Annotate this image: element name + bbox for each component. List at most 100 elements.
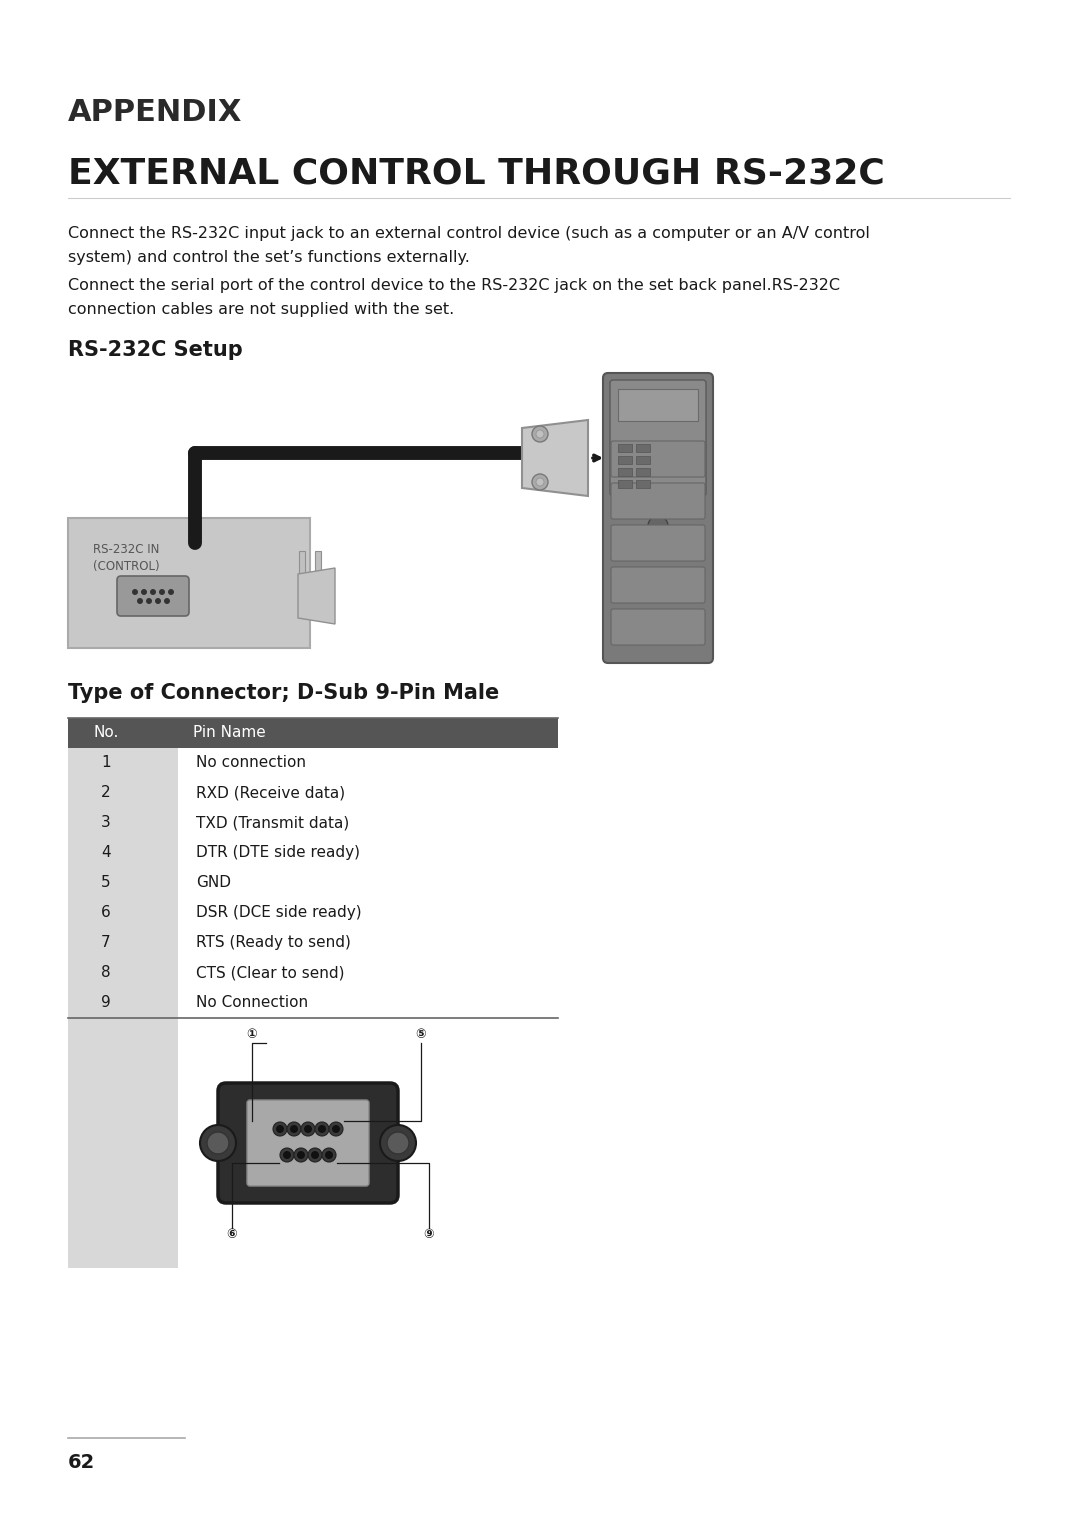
Text: EXTERNAL CONTROL THROUGH RS-232C: EXTERNAL CONTROL THROUGH RS-232C [68, 156, 885, 189]
Circle shape [301, 1122, 315, 1135]
Circle shape [329, 1122, 343, 1135]
Text: ①: ① [246, 1028, 257, 1042]
Circle shape [283, 1151, 291, 1160]
Circle shape [287, 1122, 301, 1135]
Circle shape [207, 1132, 229, 1154]
Bar [178, 778, 558, 808]
Text: 9: 9 [102, 995, 111, 1010]
Circle shape [536, 478, 544, 486]
FancyBboxPatch shape [247, 1100, 369, 1186]
Bar [68, 837, 178, 868]
Circle shape [164, 597, 170, 604]
Text: RS-232C IN: RS-232C IN [93, 542, 160, 556]
Text: Connect the serial port of the control device to the RS-232C jack on the set bac: Connect the serial port of the control d… [68, 278, 840, 293]
Circle shape [280, 1148, 294, 1161]
Text: system) and control the set’s functions externally.: system) and control the set’s functions … [68, 251, 470, 264]
Text: ⑤: ⑤ [416, 1028, 427, 1042]
Circle shape [332, 1125, 340, 1132]
Circle shape [294, 1148, 308, 1161]
Circle shape [132, 588, 138, 594]
Circle shape [536, 429, 544, 439]
Bar [618, 390, 698, 422]
Circle shape [156, 597, 161, 604]
FancyBboxPatch shape [610, 380, 706, 497]
Bar [618, 468, 632, 477]
Circle shape [291, 1125, 298, 1132]
Text: 8: 8 [102, 966, 111, 979]
Circle shape [532, 426, 548, 442]
Text: 7: 7 [102, 935, 111, 950]
Bar [68, 927, 178, 958]
Circle shape [141, 588, 147, 594]
Circle shape [648, 516, 669, 536]
Text: No connection: No connection [195, 755, 306, 770]
Circle shape [168, 588, 174, 594]
Circle shape [303, 1125, 312, 1132]
Circle shape [146, 597, 152, 604]
Bar [618, 480, 632, 487]
Text: RXD (Receive data): RXD (Receive data) [195, 785, 346, 801]
Text: No Connection: No Connection [195, 995, 308, 1010]
Bar [178, 837, 558, 868]
Text: CTS (Clear to send): CTS (Clear to send) [195, 966, 345, 979]
Bar [636, 455, 650, 465]
FancyBboxPatch shape [611, 526, 705, 561]
Text: RS-232C Setup: RS-232C Setup [68, 341, 243, 361]
Polygon shape [522, 420, 588, 497]
Circle shape [200, 1125, 237, 1161]
Bar [178, 989, 558, 1018]
Bar [618, 497, 698, 506]
Text: Pin Name: Pin Name [193, 724, 266, 740]
Bar [636, 445, 650, 452]
Circle shape [380, 1125, 416, 1161]
Bar [618, 445, 632, 452]
Text: 6: 6 [102, 905, 111, 920]
Bar [68, 808, 178, 837]
Circle shape [297, 1151, 305, 1160]
Text: ⑨: ⑨ [423, 1229, 434, 1241]
Text: Connect the RS-232C input jack to an external control device (such as a computer: Connect the RS-232C input jack to an ext… [68, 226, 869, 241]
Bar [68, 778, 178, 808]
Circle shape [325, 1151, 333, 1160]
Text: ⑥: ⑥ [227, 1229, 238, 1241]
Circle shape [276, 1125, 284, 1132]
Text: connection cables are not supplied with the set.: connection cables are not supplied with … [68, 303, 455, 316]
Bar [68, 749, 178, 778]
Polygon shape [298, 568, 335, 623]
FancyBboxPatch shape [117, 576, 189, 616]
Text: APPENDIX: APPENDIX [68, 98, 242, 127]
Text: DTR (DTE side ready): DTR (DTE side ready) [195, 845, 360, 860]
Text: DSR (DCE side ready): DSR (DCE side ready) [195, 905, 362, 920]
Text: No.: No. [93, 724, 119, 740]
Bar [178, 958, 558, 989]
Bar [315, 552, 321, 601]
Bar [68, 958, 178, 989]
Circle shape [308, 1148, 322, 1161]
FancyBboxPatch shape [611, 483, 705, 520]
FancyBboxPatch shape [218, 1083, 399, 1203]
Circle shape [387, 1132, 409, 1154]
Text: 3B: 3B [623, 391, 642, 403]
Bar [178, 927, 558, 958]
Circle shape [532, 474, 548, 490]
Bar [636, 468, 650, 477]
Bar [68, 898, 178, 927]
Circle shape [137, 597, 143, 604]
Circle shape [311, 1151, 319, 1160]
Bar [68, 1018, 178, 1268]
Circle shape [315, 1122, 329, 1135]
Text: 3: 3 [102, 814, 111, 830]
Bar [68, 718, 558, 749]
Bar [178, 808, 558, 837]
Text: RTS (Ready to send): RTS (Ready to send) [195, 935, 351, 950]
Circle shape [159, 588, 165, 594]
Circle shape [318, 1125, 326, 1132]
FancyBboxPatch shape [611, 610, 705, 645]
Circle shape [322, 1148, 336, 1161]
Text: 4: 4 [102, 845, 111, 860]
Bar [636, 480, 650, 487]
Text: TXD (Transmit data): TXD (Transmit data) [195, 814, 349, 830]
Text: GND: GND [195, 876, 231, 889]
Bar [299, 552, 305, 601]
Bar [178, 898, 558, 927]
